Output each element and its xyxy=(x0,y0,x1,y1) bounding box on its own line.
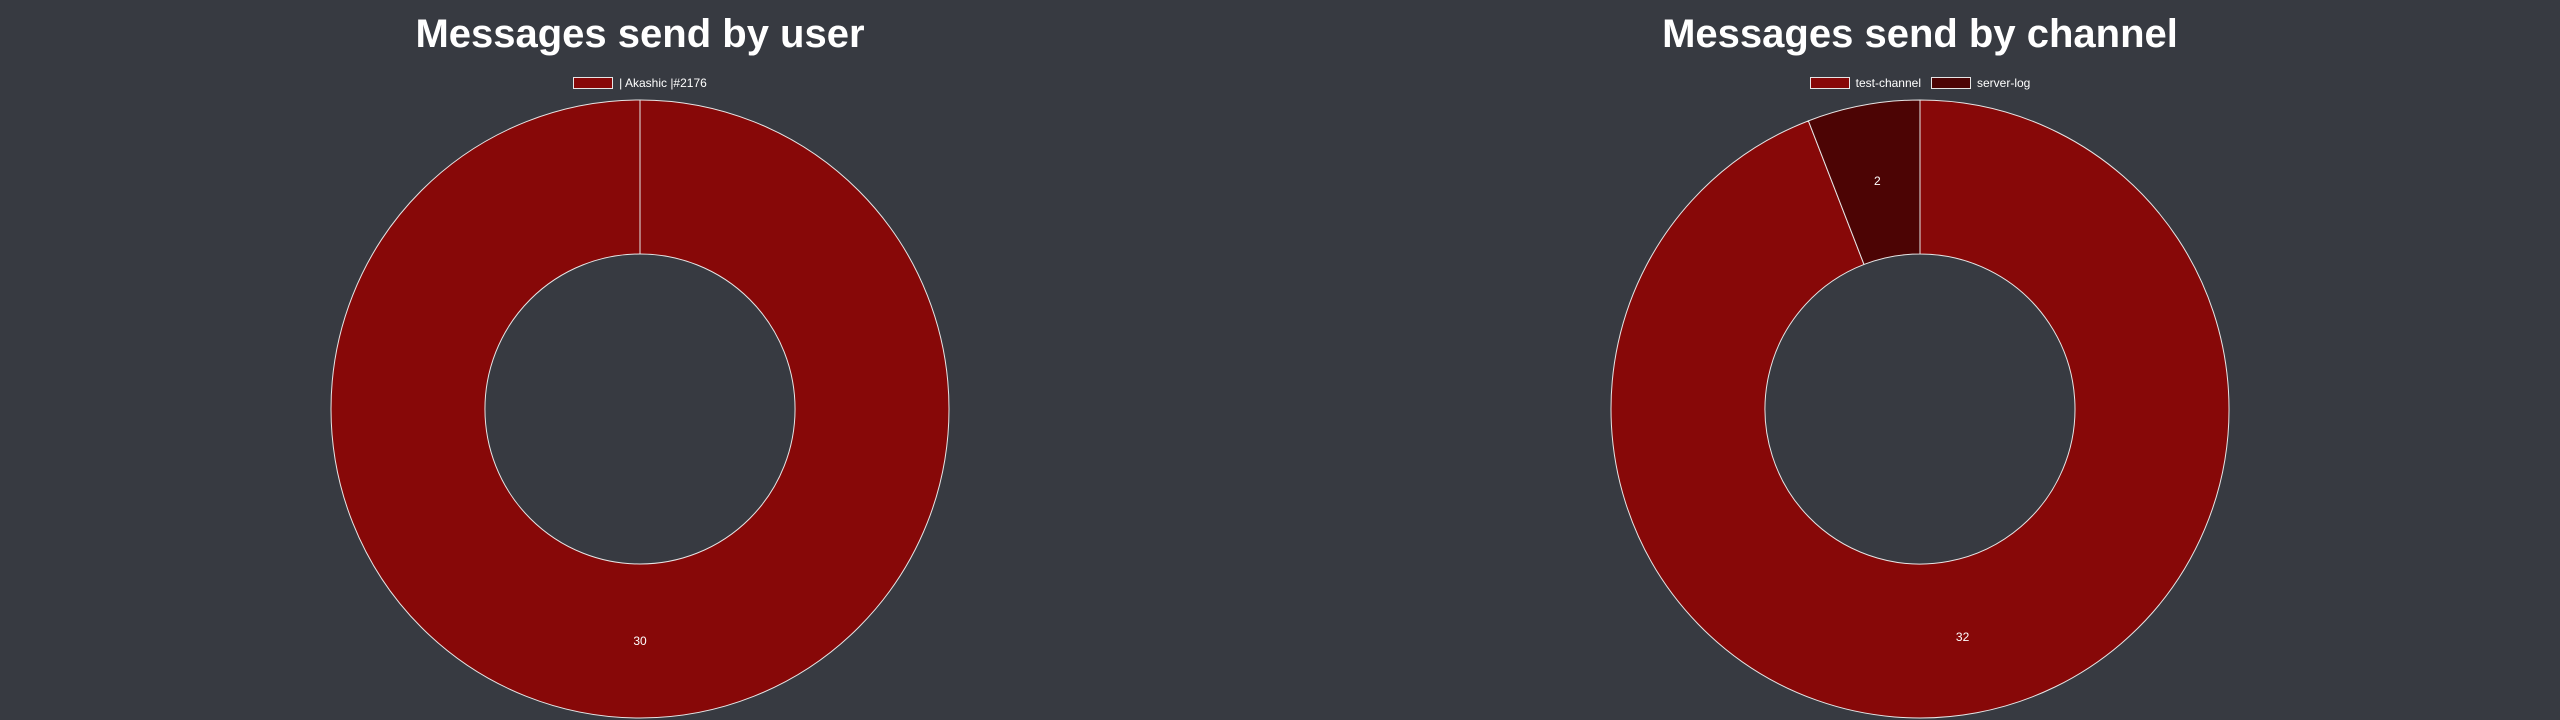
chart-title-channel: Messages send by channel xyxy=(1662,12,2178,56)
legend-item-channel-1[interactable]: server-log xyxy=(1931,74,2030,92)
user-data-label-0: 30 xyxy=(633,634,647,648)
channel-slice-0[interactable] xyxy=(1610,99,2230,719)
legend-item-user-0[interactable]: | Akashic |#2176 xyxy=(573,74,707,92)
user-slice-0[interactable] xyxy=(330,99,950,719)
channel-slice-1[interactable] xyxy=(1807,99,1921,266)
channel-data-label-1: 2 xyxy=(1874,174,1881,188)
legend-swatch xyxy=(1931,77,1971,89)
legend-user: | Akashic |#2176 xyxy=(0,74,1280,92)
legend-swatch xyxy=(573,77,614,89)
legend-item-channel-0[interactable]: test-channel xyxy=(1809,74,1921,92)
chart-panel-channel: Messages send by channel test-channel se… xyxy=(1280,0,2560,720)
chart-title-user: Messages send by user xyxy=(415,12,865,56)
legend-label: | Akashic |#2176 xyxy=(619,76,707,90)
legend-swatch xyxy=(1809,77,1850,89)
donut-chart-user: 30 xyxy=(330,99,950,719)
donut-chart-channel: 32 2 xyxy=(1610,99,2230,719)
chart-panel-user: Messages send by user | Akashic |#2176 3… xyxy=(0,12,1280,719)
legend-label: test-channel xyxy=(1855,76,1921,90)
legend-label: server-log xyxy=(1977,76,2031,90)
channel-data-label-0: 32 xyxy=(1956,630,1970,644)
legend-channel: test-channel server-log xyxy=(1280,74,2560,92)
